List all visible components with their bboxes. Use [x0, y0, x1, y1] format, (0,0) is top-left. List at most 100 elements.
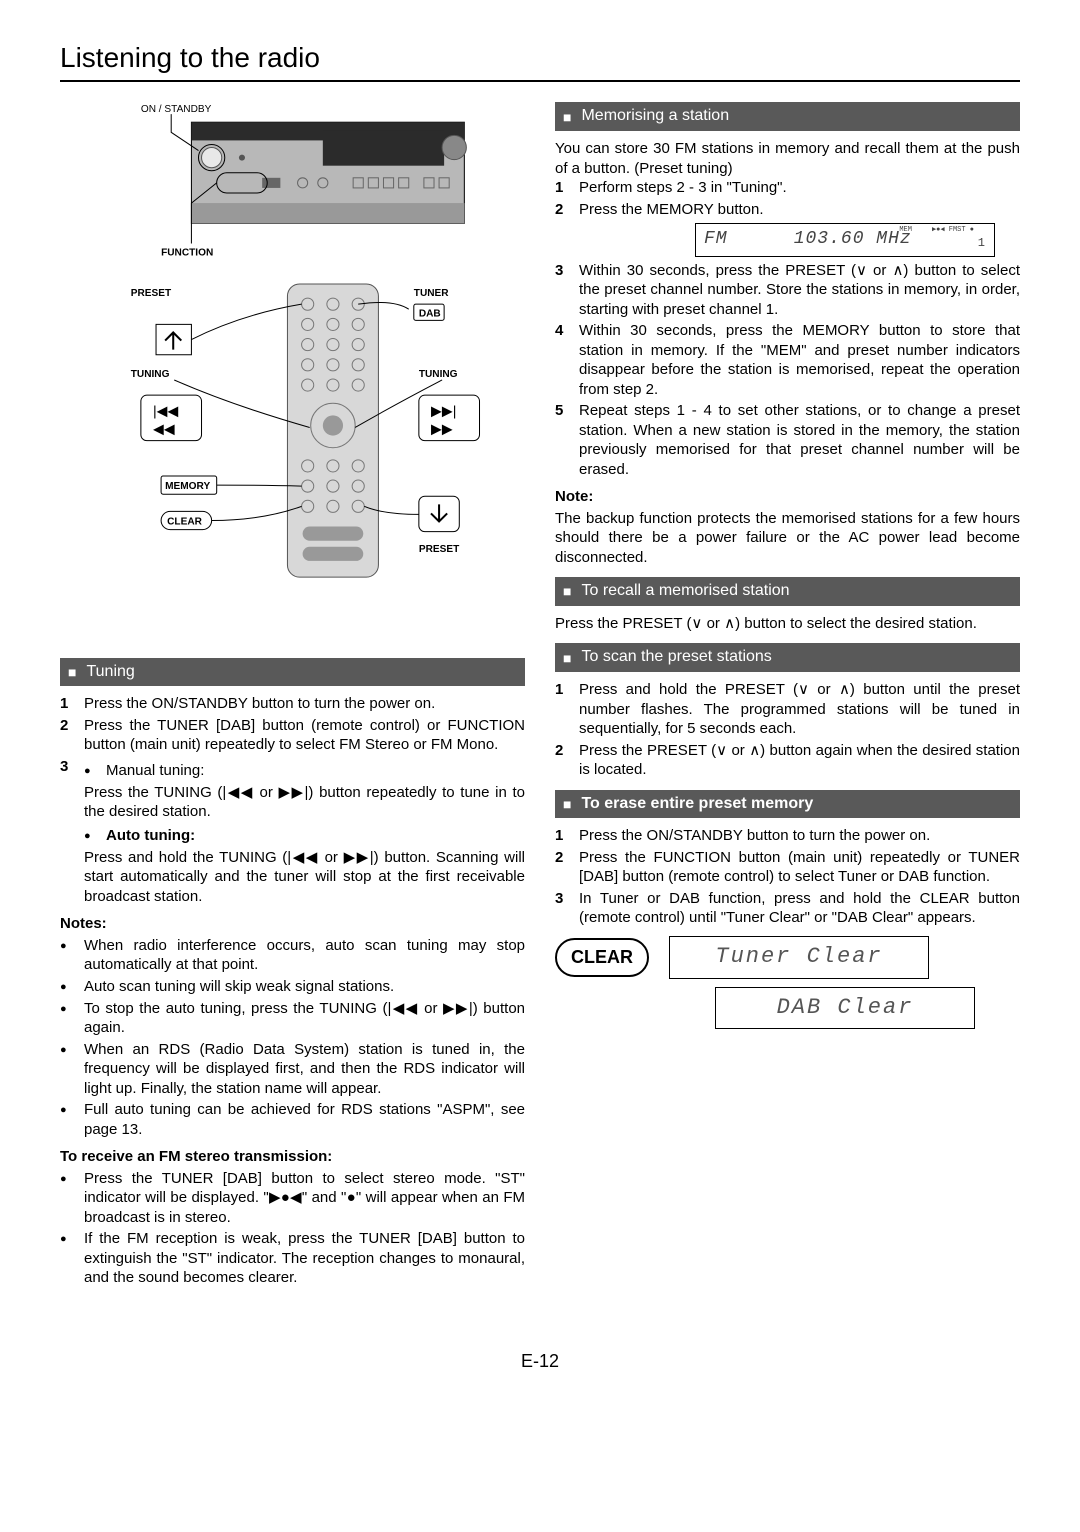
step-text: Press the ON/STANDBY button to turn the …	[579, 826, 1020, 846]
note-text: To stop the auto tuning, press the TUNIN…	[84, 999, 525, 1038]
section-tuning-head: ■ Tuning	[60, 658, 525, 687]
fm-bullet-text: If the FM reception is weak, press the T…	[84, 1229, 525, 1288]
step-number: 2	[60, 716, 74, 755]
svg-text:◀◀: ◀◀	[153, 421, 175, 437]
step-number: 1	[60, 694, 74, 714]
section-scan-title: To scan the preset stations	[581, 647, 771, 668]
section-tuning-title: Tuning	[86, 662, 134, 683]
page-number: E-12	[60, 1350, 1020, 1373]
step-number: 4	[555, 321, 569, 399]
square-bullet-icon: ■	[563, 795, 571, 813]
step-number: 1	[555, 826, 569, 846]
svg-text:TUNING: TUNING	[419, 369, 458, 380]
lcd-fmst-indicator: ▶●◀ FMST ●	[932, 226, 974, 235]
fm-stereo-bullets: ●Press the TUNER [DAB] button to select …	[60, 1169, 525, 1288]
lcd-freq: 103.60 MHz	[794, 228, 912, 251]
svg-text:TUNER: TUNER	[414, 288, 449, 299]
svg-text:|◀◀: |◀◀	[153, 403, 179, 419]
svg-text:PRESET: PRESET	[131, 288, 172, 299]
step-number: 5	[555, 401, 569, 479]
bullet-icon: ●	[60, 999, 74, 1038]
step-text: Press the ON/STANDBY button to turn the …	[84, 694, 525, 714]
tuning-notes: ● When radio interference occurs, auto sc…	[60, 936, 525, 1140]
svg-text:CLEAR: CLEAR	[167, 517, 202, 528]
clear-button-graphic: CLEAR	[555, 938, 649, 977]
section-erase-title: To erase entire preset memory	[581, 794, 813, 815]
scan-steps: 1Press and hold the PRESET (∨ or ∧) butt…	[555, 680, 1020, 780]
bullet-icon: ●	[60, 1229, 74, 1288]
step-number: 1	[555, 178, 569, 198]
manual-tuning-body: Press the TUNING (|◀◀ or ▶▶|) button rep…	[84, 783, 525, 822]
manual-tuning-label: Manual tuning:	[106, 761, 525, 781]
lcd-mem-indicator: MEM	[899, 226, 912, 235]
lcd-band: FM	[704, 228, 728, 251]
fm-stereo-label: To receive an FM stereo transmission:	[60, 1147, 525, 1167]
bullet-icon: ●	[60, 1040, 74, 1099]
clear-illustration: CLEAR Tuner Clear	[555, 936, 1020, 979]
step-number: 3	[555, 889, 569, 928]
step-text: Within 30 seconds, press the MEMORY butt…	[579, 321, 1020, 399]
left-column: ON / STANDBY FUNCTION	[60, 102, 525, 1289]
bullet-icon: ●	[84, 761, 98, 781]
svg-text:MEMORY: MEMORY	[165, 482, 210, 493]
note-label: Note:	[555, 487, 1020, 507]
fm-bullet-text: Press the TUNER [DAB] button to select s…	[84, 1169, 525, 1228]
section-memorising-title: Memorising a station	[581, 106, 729, 127]
bullet-icon: ●	[60, 1169, 74, 1228]
note-text: Full auto tuning can be achieved for RDS…	[84, 1100, 525, 1139]
square-bullet-icon: ■	[563, 649, 571, 667]
bullet-icon: ●	[84, 826, 98, 846]
note-body: The backup function protects the memoris…	[555, 509, 1020, 568]
note-text: Auto scan tuning will skip weak signal s…	[84, 977, 525, 997]
step-text: Perform steps 2 - 3 in "Tuning".	[579, 178, 1020, 198]
bullet-icon: ●	[60, 1100, 74, 1139]
note-text: When radio interference occurs, auto sca…	[84, 936, 525, 975]
step-text: Press and hold the PRESET (∨ or ∧) butto…	[579, 680, 1020, 739]
main-columns: ON / STANDBY FUNCTION	[60, 102, 1020, 1289]
page-title: Listening to the radio	[60, 40, 1020, 82]
step-number: 3	[60, 757, 74, 907]
svg-text:▶▶: ▶▶	[431, 421, 453, 437]
square-bullet-icon: ■	[563, 582, 571, 600]
section-memorising-head: ■ Memorising a station	[555, 102, 1020, 131]
note-text: When an RDS (Radio Data System) station …	[84, 1040, 525, 1099]
section-scan-head: ■ To scan the preset stations	[555, 643, 1020, 672]
memorising-steps-12: 1 Perform steps 2 - 3 in "Tuning". 2 Press…	[555, 178, 1020, 219]
step-text: Within 30 seconds, press the PRESET (∨ o…	[579, 261, 1020, 320]
svg-text:TUNING: TUNING	[131, 369, 170, 380]
lcd-tuner-clear: Tuner Clear	[669, 936, 929, 979]
erase-steps: 1 Press the ON/STANDBY button to turn the…	[555, 826, 1020, 928]
step-text: In Tuner or DAB function, press and hold…	[579, 889, 1020, 928]
step-number: 1	[555, 680, 569, 739]
lcd-fm-display: MEM ▶●◀ FMST ● FM 103.60 MHz 1	[695, 223, 995, 256]
device-diagram: ON / STANDBY FUNCTION	[60, 102, 525, 628]
auto-tuning-label: Auto tuning:	[106, 826, 525, 846]
memorising-intro: You can store 30 FM stations in memory a…	[555, 139, 1020, 178]
notes-label: Notes:	[60, 914, 525, 934]
svg-text:PRESET: PRESET	[419, 544, 460, 555]
step-number: 2	[555, 848, 569, 887]
svg-text:ON / STANDBY: ON / STANDBY	[141, 104, 212, 115]
right-column: ■ Memorising a station You can store 30 …	[555, 102, 1020, 1289]
step-text: Press the FUNCTION button (main unit) re…	[579, 848, 1020, 887]
auto-tuning-body: Press and hold the TUNING (|◀◀ or ▶▶|) b…	[84, 848, 525, 907]
step-text: Press the MEMORY button.	[579, 200, 1020, 220]
section-recall-head: ■ To recall a memorised station	[555, 577, 1020, 606]
bullet-icon: ●	[60, 977, 74, 997]
step-number: 2	[555, 200, 569, 220]
recall-body: Press the PRESET (∨ or ∧) button to sele…	[555, 614, 1020, 634]
square-bullet-icon: ■	[563, 108, 571, 126]
step-number: 3	[555, 261, 569, 320]
square-bullet-icon: ■	[68, 663, 76, 681]
step-text: Press the TUNER [DAB] button (remote con…	[84, 716, 525, 755]
tuning-steps: 1 Press the ON/STANDBY button to turn the…	[60, 694, 525, 906]
step-text: Press the PRESET (∨ or ∧) button again w…	[579, 741, 1020, 780]
memorising-steps-345: 3Within 30 seconds, press the PRESET (∨ …	[555, 261, 1020, 480]
svg-text:DAB: DAB	[419, 309, 441, 320]
step-number: 2	[555, 741, 569, 780]
section-recall-title: To recall a memorised station	[581, 581, 789, 602]
lcd-preset-num: 1	[978, 236, 986, 252]
section-erase-head: ■ To erase entire preset memory	[555, 790, 1020, 819]
step-text: Repeat steps 1 - 4 to set other stations…	[579, 401, 1020, 479]
lcd-dab-clear: DAB Clear	[715, 987, 975, 1030]
